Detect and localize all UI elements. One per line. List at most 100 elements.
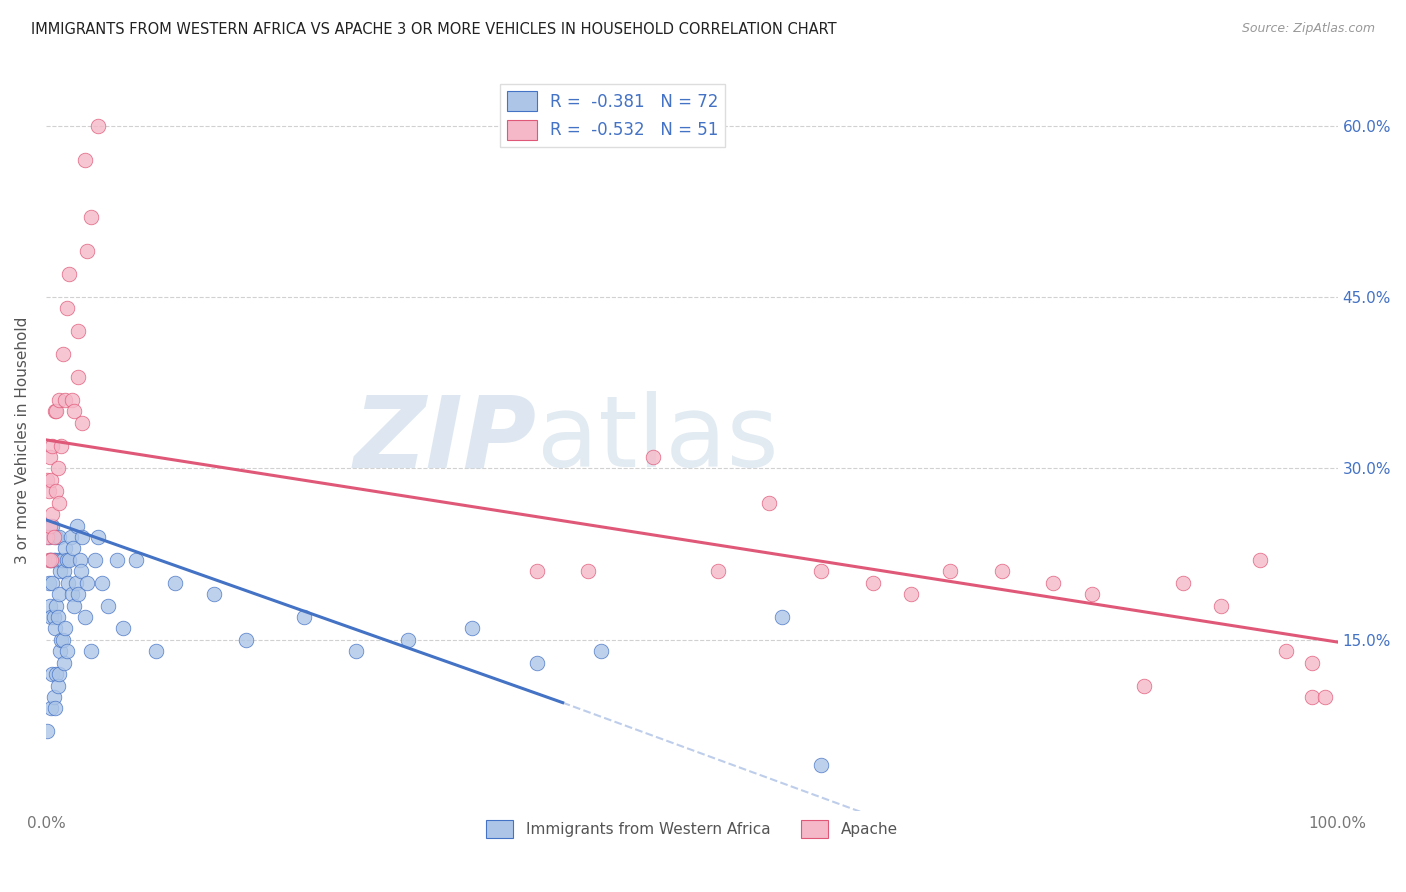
Point — [51, 632, 73, 647]
Point — [41, 518, 63, 533]
Point — [55, 553, 77, 567]
Point — [1301, 690, 1323, 704]
Point — [38, 575, 60, 590]
Point — [41, 507, 63, 521]
Point — [39, 610, 62, 624]
Point — [810, 564, 832, 578]
Point — [38, 599, 60, 613]
Point — [1081, 587, 1104, 601]
Point — [67, 324, 90, 338]
Point — [758, 496, 780, 510]
Point — [48, 587, 70, 601]
Point — [39, 701, 62, 715]
Point — [39, 553, 62, 567]
Point — [1275, 644, 1298, 658]
Point — [37, 724, 59, 739]
Point — [63, 599, 86, 613]
Point — [49, 644, 72, 658]
Point — [38, 450, 60, 464]
Point — [44, 404, 66, 418]
Point — [53, 564, 76, 578]
Point — [51, 553, 73, 567]
Point — [70, 530, 93, 544]
Point — [46, 553, 69, 567]
Point — [939, 564, 962, 578]
Point — [810, 758, 832, 772]
Point — [48, 530, 70, 544]
Point — [70, 416, 93, 430]
Point — [73, 610, 96, 624]
Point — [37, 530, 59, 544]
Point — [991, 564, 1014, 578]
Point — [45, 599, 67, 613]
Point — [1249, 553, 1271, 567]
Point — [76, 575, 98, 590]
Point — [80, 210, 103, 224]
Point — [235, 632, 257, 647]
Point — [45, 484, 67, 499]
Point — [41, 667, 63, 681]
Point — [55, 301, 77, 316]
Point — [62, 541, 84, 556]
Point — [641, 450, 664, 464]
Point — [63, 404, 86, 418]
Point — [578, 564, 600, 578]
Point — [60, 392, 83, 407]
Text: atlas: atlas — [537, 392, 779, 488]
Point — [66, 518, 89, 533]
Point — [44, 621, 66, 635]
Point — [112, 621, 135, 635]
Point — [145, 644, 167, 658]
Point — [125, 553, 148, 567]
Point — [55, 644, 77, 658]
Point — [76, 244, 98, 259]
Point — [1133, 678, 1156, 692]
Point — [44, 553, 66, 567]
Point — [65, 575, 87, 590]
Point — [48, 667, 70, 681]
Text: IMMIGRANTS FROM WESTERN AFRICA VS APACHE 3 OR MORE VEHICLES IN HOUSEHOLD CORRELA: IMMIGRANTS FROM WESTERN AFRICA VS APACHE… — [31, 22, 837, 37]
Point — [90, 575, 112, 590]
Point — [58, 267, 80, 281]
Legend: Immigrants from Western Africa, Apache: Immigrants from Western Africa, Apache — [479, 814, 904, 845]
Point — [862, 575, 884, 590]
Point — [53, 541, 76, 556]
Point — [56, 575, 79, 590]
Point — [37, 473, 59, 487]
Text: ZIP: ZIP — [354, 392, 537, 488]
Point — [84, 553, 107, 567]
Point — [60, 587, 83, 601]
Point — [38, 530, 60, 544]
Point — [45, 404, 67, 418]
Point — [67, 587, 90, 601]
Point — [38, 553, 60, 567]
Point — [45, 530, 67, 544]
Point — [73, 153, 96, 167]
Point — [1211, 599, 1233, 613]
Y-axis label: 3 or more Vehicles in Household: 3 or more Vehicles in Household — [15, 316, 30, 564]
Point — [396, 632, 419, 647]
Point — [38, 518, 60, 533]
Point — [48, 496, 70, 510]
Point — [165, 575, 187, 590]
Point — [42, 530, 65, 544]
Point — [1301, 656, 1323, 670]
Point — [41, 439, 63, 453]
Point — [292, 610, 315, 624]
Point — [44, 701, 66, 715]
Point — [1042, 575, 1064, 590]
Point — [344, 644, 367, 658]
Point — [1313, 690, 1336, 704]
Point — [58, 553, 80, 567]
Point — [97, 599, 120, 613]
Point — [49, 564, 72, 578]
Point — [900, 587, 922, 601]
Point — [1171, 575, 1194, 590]
Point — [48, 392, 70, 407]
Point — [45, 667, 67, 681]
Point — [38, 553, 60, 567]
Point — [53, 656, 76, 670]
Point — [526, 564, 548, 578]
Point — [706, 564, 728, 578]
Point — [526, 656, 548, 670]
